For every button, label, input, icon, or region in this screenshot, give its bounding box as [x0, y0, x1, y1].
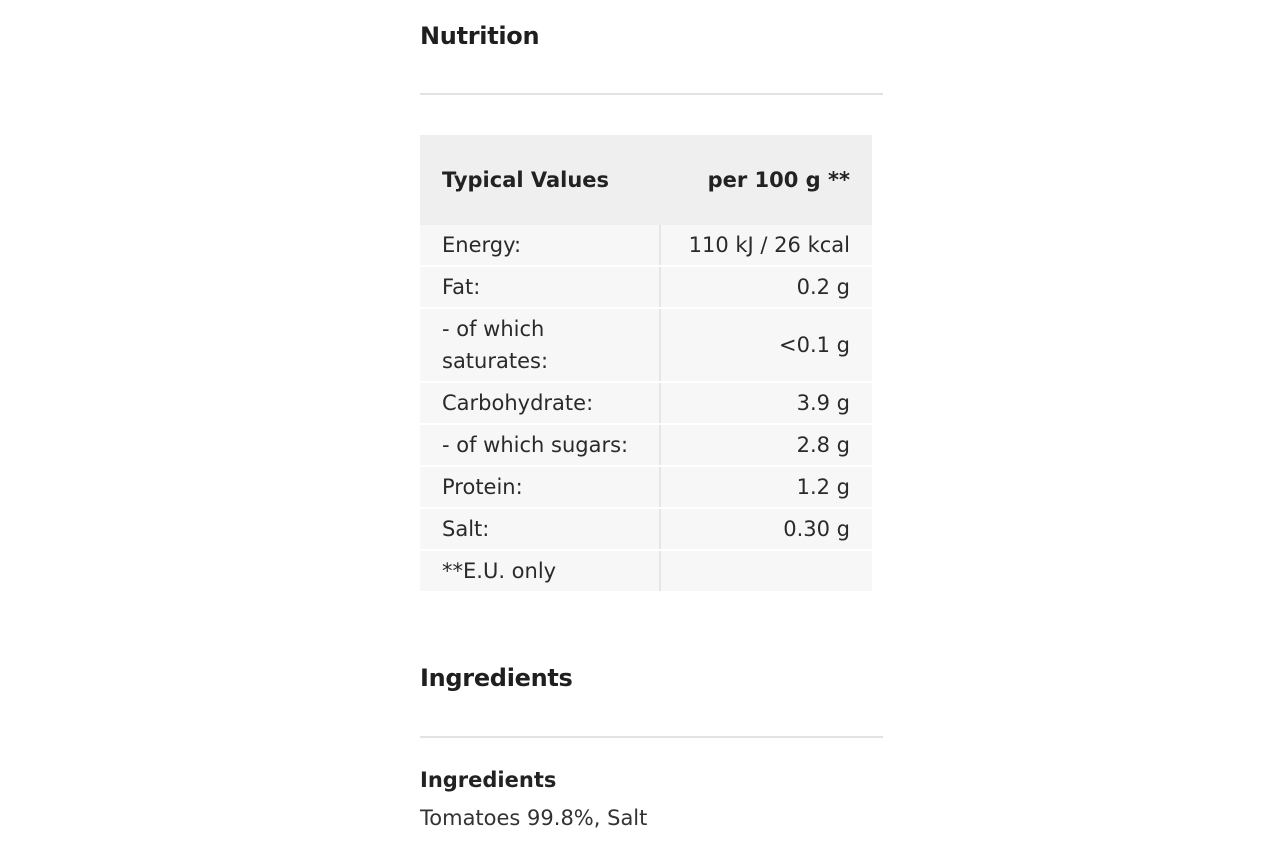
row-label-sugars: - of which sugars:: [420, 424, 661, 467]
row-value-saturates: <0.1 g: [660, 308, 872, 383]
row-label-protein: Protein:: [420, 466, 661, 509]
row-value-fat: 0.2 g: [660, 266, 872, 309]
row-label-footnote: **E.U. only: [420, 550, 661, 593]
table-row: Energy: 110 kJ / 26 kcal: [420, 225, 872, 267]
row-label-fat: Fat:: [420, 266, 661, 309]
ingredients-subheading: Ingredients: [420, 768, 557, 792]
row-label-energy: Energy:: [420, 225, 661, 267]
row-value-carbohydrate: 3.9 g: [660, 382, 872, 425]
table-row: **E.U. only: [420, 550, 872, 593]
table-row: - of which saturates: <0.1 g: [420, 308, 872, 383]
nutrition-table: Typical Values per 100 g ** Energy: 110 …: [420, 135, 872, 593]
row-value-protein: 1.2 g: [660, 466, 872, 509]
table-row: Salt: 0.30 g: [420, 508, 872, 551]
row-value-footnote: [660, 550, 872, 593]
row-value-energy: 110 kJ / 26 kcal: [660, 225, 872, 267]
table-row: Carbohydrate: 3.9 g: [420, 382, 872, 425]
row-label-carbohydrate: Carbohydrate:: [420, 382, 661, 425]
row-label-saturates: - of which saturates:: [420, 308, 661, 383]
nutrition-table-header-row: Typical Values per 100 g **: [420, 135, 872, 225]
ingredients-text: Tomatoes 99.8%, Salt: [420, 806, 648, 830]
ingredients-divider: [420, 736, 883, 738]
row-value-sugars: 2.8 g: [660, 424, 872, 467]
nutrition-heading: Nutrition: [420, 22, 540, 50]
ingredients-heading: Ingredients: [420, 664, 573, 692]
nutrition-divider: [420, 93, 883, 95]
table-row: - of which sugars: 2.8 g: [420, 424, 872, 467]
header-per-100g: per 100 g **: [660, 135, 872, 225]
table-row: Fat: 0.2 g: [420, 266, 872, 309]
header-typical-values: Typical Values: [420, 135, 660, 225]
table-row: Protein: 1.2 g: [420, 466, 872, 509]
row-value-salt: 0.30 g: [660, 508, 872, 551]
row-label-salt: Salt:: [420, 508, 661, 551]
